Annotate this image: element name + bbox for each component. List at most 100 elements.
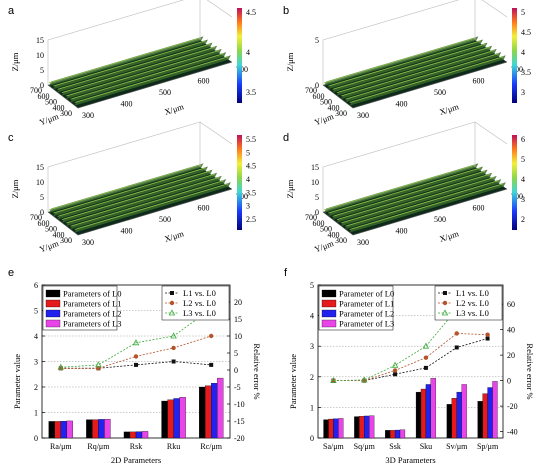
series-line: [333, 333, 488, 382]
x-tick-label: 500: [159, 215, 171, 224]
box-front: [322, 188, 508, 236]
bar: [364, 415, 370, 439]
bar: [217, 377, 224, 439]
y-tick-label: 400: [328, 230, 340, 239]
legend-label: Parameters of L1: [63, 299, 122, 309]
x-tick-label: Rku: [167, 442, 180, 451]
chart-f: f 0 1 2 3 4 5 -40 -20 0 20 40 60 Parameter value Relat…: [284, 267, 535, 465]
legend-label: L2 vs. L0: [183, 298, 216, 308]
legend-swatch: [45, 319, 61, 328]
x-tick-label: Ra/μm: [50, 442, 72, 451]
bar: [205, 385, 212, 439]
legend-label: Parameters of L0: [63, 289, 122, 299]
ridge-highlight: [66, 49, 220, 97]
legend-label: L1 vs. L0: [456, 288, 489, 298]
ridge-highlight: [336, 46, 490, 94]
x-tick-label: Rq/μm: [87, 442, 110, 451]
bar: [211, 383, 218, 439]
ridge-highlight: [349, 183, 504, 230]
ridge-highlight: [328, 40, 481, 87]
y-tick-label: 600: [313, 219, 325, 228]
y-tick-label: 400: [53, 230, 65, 239]
z-axis-label: Z/μm: [10, 179, 20, 198]
bar: [354, 416, 360, 439]
z-tick-label: 5: [315, 193, 319, 202]
bar: [482, 393, 488, 439]
legend-marker: [169, 300, 175, 306]
box-back: [47, 0, 201, 85]
panel-label: d: [283, 132, 289, 144]
z-tick-label: 15: [36, 36, 44, 45]
z-tick-label: 0: [315, 81, 319, 90]
y-axis-label: Y/μm: [38, 238, 60, 254]
x-tick-label: 300: [82, 111, 94, 120]
bar: [420, 388, 427, 439]
legend-swatch: [45, 289, 61, 298]
box-back: [322, 121, 476, 212]
z-axis-label: Z/μm: [285, 179, 295, 198]
bar: [60, 421, 67, 439]
x-tick-label: Rsk: [130, 442, 142, 451]
legend-label: Parameter of L2: [339, 309, 394, 319]
x-tick-label: 500: [159, 88, 171, 97]
z-tick-label: 10: [36, 51, 44, 60]
y-tick-label: 300: [335, 236, 347, 245]
z-tick-label: 0: [40, 208, 44, 217]
ridge-highlight: [66, 176, 220, 224]
y-tick-label: 700: [30, 86, 42, 95]
bar: [179, 397, 186, 439]
y2-tick-label: -40: [507, 428, 518, 437]
line-marker: [132, 339, 140, 346]
line-marker: [392, 368, 398, 373]
bar: [492, 381, 498, 439]
z-tick-label: 15: [36, 163, 44, 172]
colorbar: [512, 8, 517, 103]
x-tick-label: 400: [121, 100, 133, 109]
bar: [451, 398, 457, 439]
colorbar: [237, 8, 242, 103]
y-tick-label: 300: [60, 109, 72, 118]
ridge-highlight: [332, 43, 486, 90]
y2-tick-label: 0: [507, 377, 511, 386]
legend-label: Parameter of L1: [339, 299, 394, 309]
bar: [369, 415, 375, 439]
bar: [385, 430, 391, 439]
x-tick-label: 400: [396, 100, 408, 109]
bar: [129, 431, 137, 439]
y2-axis-label: Relative error %: [252, 343, 262, 399]
legend-label: Parameters of L2: [63, 309, 122, 319]
bar: [104, 418, 111, 439]
chart-e: e 0 1 2 3 4 5 6 -20 -15 -10 -5 0 5 10 15 20 Parameter val…: [8, 267, 262, 465]
bar: [425, 384, 431, 439]
legend-label: Parameter of L3: [339, 319, 394, 329]
line-marker: [454, 331, 459, 336]
x-axis-label: 2D Parameters: [111, 455, 161, 465]
y-tick-label: 600: [313, 92, 325, 101]
legend-marker: [443, 291, 447, 295]
legend-label: L1 vs. L0: [183, 288, 216, 298]
box-edge: [474, 121, 508, 145]
colorbar-tick-label: 3: [521, 195, 525, 204]
legend-label: Parameter of L0: [339, 289, 394, 299]
x-axis-label: X/μm: [163, 228, 185, 244]
line-marker: [95, 361, 102, 368]
ridge-highlight: [57, 170, 211, 217]
line-marker: [454, 345, 459, 350]
line-marker: [485, 332, 490, 337]
bar: [135, 431, 143, 439]
x-tick-label: 300: [82, 238, 94, 247]
bar: [338, 418, 344, 439]
ridge-highlight: [341, 176, 495, 224]
y2-tick-label: -20: [507, 402, 518, 411]
bar: [66, 420, 73, 439]
box-edge: [206, 0, 233, 18]
bar: [199, 386, 206, 439]
bar: [123, 431, 131, 439]
bar: [141, 431, 149, 439]
legend-swatch: [321, 309, 337, 318]
z-tick-label: 15: [311, 163, 319, 172]
